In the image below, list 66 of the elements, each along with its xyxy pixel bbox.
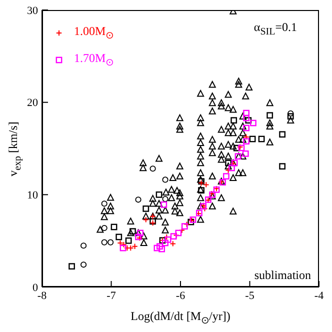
legend-label: 1.70M$_{⊙}$: [74, 51, 114, 69]
point: [243, 138, 250, 144]
point: [162, 176, 168, 183]
point: [242, 150, 249, 157]
point: [158, 246, 165, 252]
point: [154, 244, 160, 252]
point: [184, 221, 190, 228]
x-axis-title: Log(dM/dt [M$_{⊙}$/yr]): [130, 308, 232, 326]
annotation: α$_{SIL}$=0.1: [254, 20, 297, 38]
point: [132, 243, 138, 250]
point: [156, 243, 163, 250]
point: [120, 242, 127, 248]
point: [233, 144, 240, 152]
point: [202, 206, 208, 212]
point: [110, 224, 118, 230]
point: [101, 200, 108, 207]
x-tick-label: -6: [176, 290, 186, 302]
x-tick-label: -8: [37, 290, 48, 302]
point: [245, 117, 252, 124]
y-tick-label: 30: [27, 4, 38, 17]
point: [230, 117, 238, 124]
point: [125, 237, 132, 244]
point: [279, 163, 286, 170]
point: [243, 124, 250, 132]
point: [108, 239, 114, 246]
point: [287, 113, 294, 120]
point: [170, 233, 177, 240]
point: [142, 206, 150, 212]
point: [170, 240, 176, 247]
x-tick-label: -7: [106, 290, 116, 302]
y-tick-label: 20: [27, 97, 38, 110]
point: [181, 223, 188, 230]
point: [116, 234, 122, 240]
y-tick-label: 10: [27, 190, 38, 202]
point: [101, 239, 108, 246]
point: [164, 236, 172, 243]
point: [160, 201, 168, 208]
point: [142, 216, 149, 223]
point: [150, 166, 156, 172]
point: [137, 230, 144, 236]
y-tick-label: 0: [32, 282, 38, 294]
point: [80, 262, 87, 268]
point: [175, 230, 182, 236]
point: [249, 136, 256, 142]
point: [198, 187, 204, 194]
point: [135, 196, 142, 203]
point: [162, 240, 168, 246]
point: [223, 173, 230, 180]
point: [258, 136, 265, 142]
point: [266, 112, 274, 119]
point: [228, 164, 235, 172]
point: [225, 160, 232, 166]
point: [80, 242, 87, 249]
point: [243, 110, 250, 116]
point: [243, 114, 250, 122]
annotation: sublimation: [254, 268, 311, 283]
point: [117, 240, 124, 246]
legend-label: 1.00M$_{⊙}$: [74, 24, 114, 42]
point: [130, 228, 136, 235]
x-tick-label: -4: [314, 290, 324, 302]
point: [120, 244, 126, 252]
point: [279, 131, 286, 138]
x-tick-label: -5: [245, 290, 255, 302]
point: [250, 120, 256, 126]
point: [68, 263, 75, 270]
point: [156, 191, 162, 198]
